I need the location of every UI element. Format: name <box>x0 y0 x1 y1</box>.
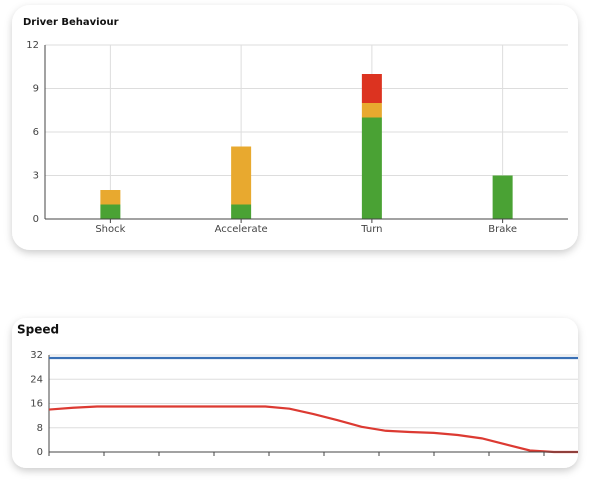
bar-segment <box>361 74 382 103</box>
x-tick-label: Turn <box>360 224 382 235</box>
chart-title: Speed <box>17 323 59 337</box>
y-tick-label: 16 <box>30 399 43 410</box>
y-tick-label: 24 <box>30 374 43 385</box>
y-tick-label: 0 <box>37 447 43 458</box>
x-tick-label: Brake <box>488 224 517 235</box>
chart-title: Driver Behaviour <box>23 17 119 28</box>
bar-segment <box>100 190 121 205</box>
y-tick-label: 6 <box>33 127 39 138</box>
y-tick-label: 3 <box>33 171 39 182</box>
card <box>12 5 578 250</box>
x-tick-label: Shock <box>95 224 125 235</box>
bar-segment <box>361 103 382 118</box>
y-tick-label: 8 <box>37 423 43 434</box>
bar-segment <box>492 175 513 219</box>
y-tick-label: 12 <box>26 40 39 51</box>
bar-segment <box>361 117 382 219</box>
bar-segment <box>231 146 252 205</box>
line-series <box>48 405 578 454</box>
x-tick-label: Accelerate <box>215 224 268 235</box>
y-tick-label: 9 <box>33 84 39 95</box>
y-tick-label: 32 <box>30 350 43 361</box>
card <box>12 318 578 468</box>
bar-segment <box>100 204 121 219</box>
bar-segment <box>231 204 252 219</box>
y-tick-label: 0 <box>33 214 39 225</box>
